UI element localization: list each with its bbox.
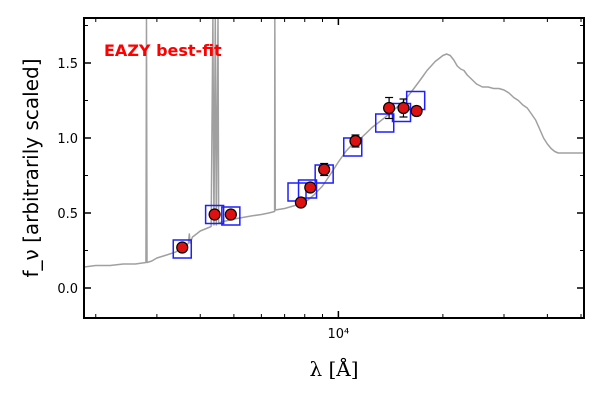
observed-flux-point — [318, 162, 331, 177]
observed-flux-point — [224, 208, 237, 221]
y-tick-label: 1.0 — [57, 132, 78, 147]
observed-flux-marker — [304, 181, 317, 194]
eazy-best-fit-annotation: EAZY best-fit — [104, 41, 222, 60]
model-flux-box — [204, 204, 225, 225]
x-tick-label: 10⁴ — [328, 327, 350, 342]
y-tick-label: 0.5 — [57, 207, 78, 222]
y-axis-label: f_ν [arbitrarily scaled] — [19, 59, 43, 278]
observed-flux-marker — [383, 101, 396, 115]
observed-flux-point — [349, 134, 362, 148]
observed-flux-point — [304, 181, 317, 194]
y-tick-label: 0.0 — [57, 282, 78, 297]
observed-flux-point — [383, 96, 396, 120]
observed-flux-marker — [318, 163, 331, 176]
observed-flux-point — [410, 104, 423, 118]
observed-flux-point — [294, 196, 308, 209]
observed-photometry-layer — [176, 96, 423, 254]
observed-flux-point — [397, 98, 410, 118]
model-flux-box — [221, 206, 241, 226]
observed-flux-marker — [176, 241, 189, 254]
observed-flux-marker — [208, 208, 221, 221]
y-tick-label: 1.5 — [57, 57, 78, 72]
x-axis-label: λ [Å] — [309, 356, 358, 381]
observed-flux-marker — [294, 196, 308, 209]
plot-frame — [83, 17, 585, 319]
model-flux-box — [172, 239, 193, 259]
model-flux-box — [297, 179, 318, 199]
observed-flux-point — [176, 241, 189, 254]
observed-flux-marker — [224, 208, 237, 221]
observed-flux-marker — [397, 101, 410, 115]
observed-flux-marker — [410, 104, 423, 118]
observed-flux-marker — [349, 134, 362, 148]
model-flux-box — [374, 113, 395, 133]
observed-flux-point — [208, 208, 221, 221]
axis-ticks: 0.0 0.5 1.0 1.5 10⁴ — [57, 18, 584, 342]
